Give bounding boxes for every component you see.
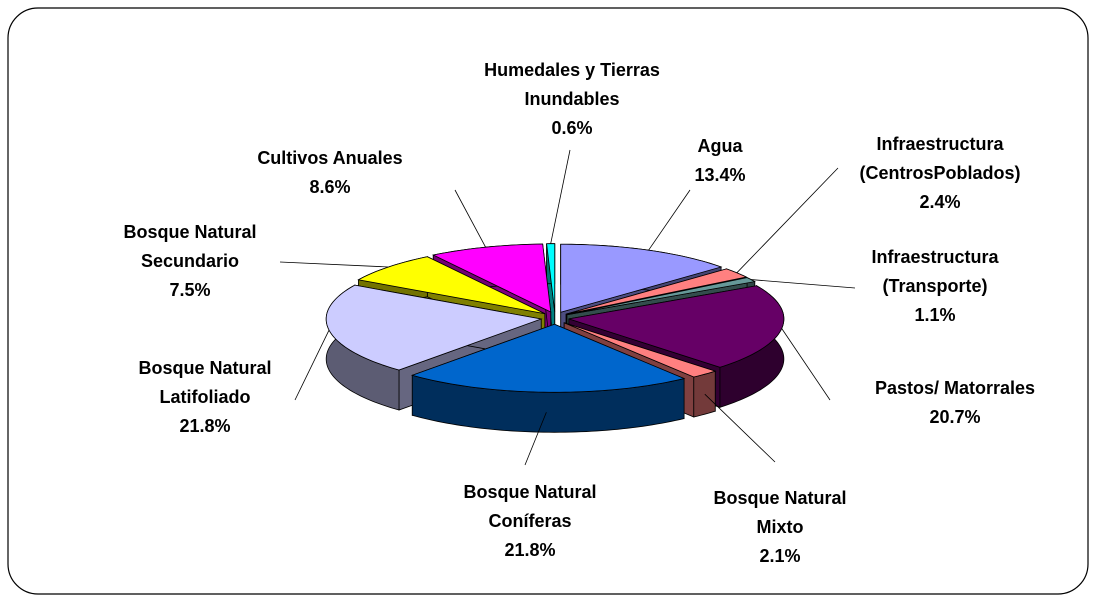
- slice-side: [693, 370, 716, 418]
- value-label: 20.7%: [929, 407, 981, 427]
- data-label: Bosque Natural Secundario 7.5%: [95, 218, 285, 305]
- value-label: 7.5%: [169, 280, 211, 300]
- category-label: Cultivos Anuales: [257, 148, 403, 168]
- slice: [560, 243, 723, 313]
- leader-line: [648, 189, 691, 251]
- leader-line: [454, 189, 486, 248]
- data-label: Infraestructura (CentrosPoblados) 2.4%: [835, 130, 1045, 217]
- leader-line: [781, 328, 831, 401]
- category-label: Pastos/ Matorrales: [874, 378, 1036, 398]
- leader-line: [279, 261, 389, 268]
- slice: [325, 284, 543, 371]
- data-label: Infraestructura (Transporte) 1.1%: [845, 243, 1025, 330]
- leader-line: [524, 412, 547, 466]
- category-label: Bosque Natural Coníferas: [463, 482, 597, 531]
- category-label: Humedales y Tierras Inundables: [484, 60, 660, 109]
- value-label: 2.1%: [759, 546, 801, 566]
- slice: [566, 268, 748, 315]
- category-label: Infraestructura (CentrosPoblados): [859, 134, 1021, 183]
- value-label: 8.6%: [309, 177, 351, 197]
- leader-line: [704, 393, 776, 463]
- data-label: Bosque Natural Coníferas 21.8%: [435, 478, 625, 565]
- value-label: 1.1%: [914, 305, 956, 325]
- slice: [568, 285, 785, 368]
- value-label: 21.8%: [504, 540, 556, 560]
- value-label: 2.4%: [919, 192, 961, 212]
- slice: [410, 323, 686, 393]
- data-label: Humedales y Tierras Inundables 0.6%: [467, 56, 677, 143]
- leader-line: [294, 329, 330, 401]
- category-label: Bosque Natural Latifoliado: [138, 358, 272, 407]
- category-label: Bosque Natural Mixto: [713, 488, 847, 537]
- value-label: 0.6%: [551, 118, 593, 138]
- leader-line: [750, 279, 856, 289]
- slice: [564, 322, 717, 378]
- category-label: Agua: [697, 136, 743, 156]
- data-label: Bosque Natural Latifoliado 21.8%: [110, 354, 300, 441]
- value-label: 21.8%: [179, 416, 231, 436]
- data-label: Agua 13.4%: [655, 132, 785, 190]
- leader-line: [550, 149, 571, 244]
- data-label: Pastos/ Matorrales 20.7%: [830, 374, 1080, 432]
- slice: [566, 277, 756, 316]
- slice: [357, 256, 545, 315]
- leader-line: [736, 167, 839, 274]
- data-label: Bosque Natural Mixto 2.1%: [690, 484, 870, 571]
- category-label: Bosque Natural Secundario: [123, 222, 257, 271]
- category-label: Infraestructura (Transporte): [871, 247, 999, 296]
- data-label: Cultivos Anuales 8.6%: [220, 144, 440, 202]
- value-label: 13.4%: [694, 165, 746, 185]
